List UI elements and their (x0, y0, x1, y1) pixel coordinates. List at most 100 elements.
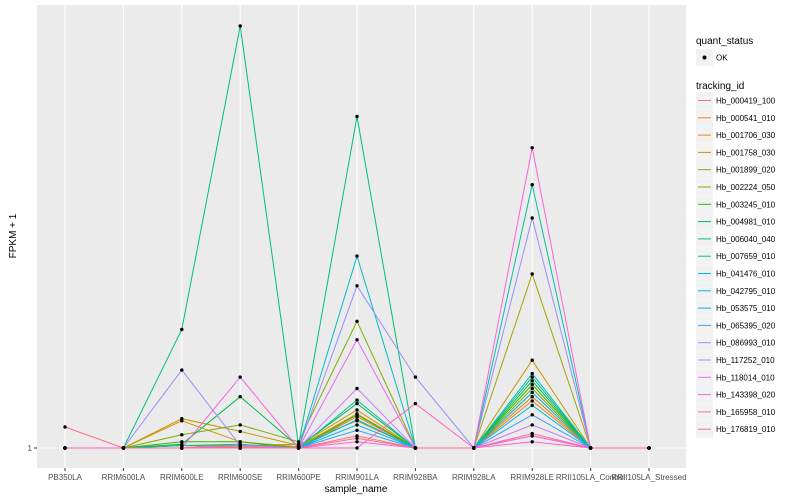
data-point-Hb_001758_030 (180, 417, 184, 421)
data-point-Hb_176819_010 (647, 446, 651, 450)
data-point-Hb_003245_010 (180, 440, 184, 444)
data-point-Hb_176819_010 (296, 446, 301, 450)
legend-label-Hb_006040_040: Hb_006040_040 (716, 235, 776, 244)
legend-label-Hb_001899_020: Hb_001899_020 (716, 166, 776, 175)
data-point-Hb_165958_010 (530, 440, 534, 444)
data-point-Hb_176819_010 (121, 446, 126, 450)
panel-background (37, 5, 686, 468)
data-point-Hb_041476_010 (530, 371, 534, 376)
legend-label-Hb_007659_010: Hb_007659_010 (716, 252, 776, 261)
data-point-Hb_042795_010 (530, 403, 534, 408)
data-point-Hb_143398_020 (355, 440, 359, 444)
data-point-Hb_176819_010 (588, 446, 593, 450)
legend-label-Hb_053575_010: Hb_053575_010 (716, 304, 776, 313)
data-point-Hb_002224_050 (355, 319, 359, 323)
data-point-Hb_117252_010 (530, 423, 534, 427)
data-point-Hb_086993_010 (355, 284, 359, 288)
data-point-Hb_165958_010 (355, 446, 359, 450)
data-point-Hb_086993_010 (413, 375, 418, 379)
legend-label-Hb_165958_010: Hb_165958_010 (716, 408, 776, 417)
data-point-Hb_007659_010 (180, 443, 184, 448)
legend-label-Hb_041476_010: Hb_041476_010 (716, 270, 776, 279)
data-point-Hb_041476_010 (355, 254, 359, 258)
data-point-Hb_004981_010 (238, 395, 242, 399)
data-point-Hb_007659_010 (530, 183, 534, 187)
data-point-Hb_118014_010 (238, 443, 242, 448)
data-point-Hb_176819_010 (238, 446, 242, 450)
data-point-Hb_117252_010 (355, 386, 359, 391)
legend-label-Hb_000541_010: Hb_000541_010 (716, 114, 776, 123)
data-point-Hb_176819_010 (180, 446, 184, 450)
data-point-Hb_143398_020 (238, 375, 242, 379)
data-point-Hb_176819_010 (472, 446, 476, 450)
data-point-Hb_176819_010 (355, 436, 359, 440)
data-point-Hb_004981_010 (355, 401, 359, 406)
data-point-Hb_053575_010 (355, 418, 359, 422)
legend-label-Hb_065395_020: Hb_065395_020 (716, 321, 776, 330)
data-point-Hb_003245_010 (355, 413, 359, 417)
data-point-Hb_001706_030 (530, 395, 534, 399)
x-tick-label: RRIM928BA (393, 473, 438, 482)
data-point-Hb_004981_010 (530, 379, 534, 383)
data-point-Hb_006040_040 (180, 327, 184, 332)
legend: quant_status OK tracking_id Hb_000419_10… (696, 36, 776, 438)
y-tick-label: 1 (28, 444, 33, 453)
data-point-Hb_001758_030 (238, 429, 242, 434)
legend-label-Hb_176819_010: Hb_176819_010 (716, 425, 776, 434)
y-axis-title: FPKM + 1 (8, 213, 19, 258)
data-point-Hb_002224_050 (296, 440, 301, 444)
x-tick-label: RRIM928LA (452, 473, 496, 482)
x-tick-label: RRIM600PE (276, 473, 320, 482)
x-tick-label: RRIM600LA (102, 473, 146, 482)
legend-label-Hb_002224_050: Hb_002224_050 (716, 183, 776, 192)
data-point-Hb_143398_020 (530, 146, 534, 150)
data-point-Hb_006040_040 (355, 114, 359, 119)
data-point-Hb_007659_010 (355, 398, 359, 402)
x-axis-title: sample_name (325, 484, 388, 495)
data-point-Hb_086993_010 (530, 216, 534, 220)
x-tick-label: RRIM600LE (160, 473, 204, 482)
legend-label-Hb_042795_010: Hb_042795_010 (716, 287, 776, 296)
legend-label-Hb_001758_030: Hb_001758_030 (716, 148, 776, 157)
data-point-Hb_176819_010 (63, 425, 67, 429)
legend-label-Hb_000419_100: Hb_000419_100 (716, 97, 776, 106)
data-point-Hb_002224_050 (180, 433, 184, 437)
x-tick-label: RRIM928LE (510, 473, 554, 482)
data-point-Hb_042795_010 (355, 423, 359, 427)
data-point-Hb_002224_050 (238, 423, 242, 427)
x-tick-label: RRII105LA_Stressed (611, 473, 686, 482)
data-point-Hb_165958_010 (413, 401, 418, 406)
data-point-Hb_003245_010 (530, 382, 534, 387)
x-tick-label: RRIM600SE (218, 473, 262, 482)
data-point-Hb_176819_010 (530, 431, 534, 436)
data-point-Hb_006040_040 (238, 24, 242, 28)
data-point-Hb_006040_040 (296, 443, 301, 448)
legend-label-Hb_086993_010: Hb_086993_010 (716, 339, 776, 348)
data-point-Hb_165958_010 (63, 446, 67, 450)
data-point-Hb_001899_020 (530, 272, 534, 276)
legend-label-Hb_118014_010: Hb_118014_010 (716, 373, 775, 382)
data-point-Hb_000541_010 (530, 399, 534, 403)
data-point-Hb_000419_100 (355, 434, 359, 438)
legend-label-ok: OK (716, 54, 728, 63)
data-point-Hb_086993_010 (180, 368, 184, 372)
data-point-Hb_053575_010 (530, 390, 534, 395)
data-point-Hb_065395_020 (530, 413, 534, 417)
legend-title-quant-status: quant_status (696, 36, 753, 47)
x-tick-label: RRIM901LA (335, 473, 379, 482)
data-point-Hb_176819_010 (413, 446, 418, 450)
data-point-Hb_006040_040 (530, 375, 534, 379)
data-point-Hb_002224_050 (530, 386, 534, 391)
legend-label-Hb_001706_030: Hb_001706_030 (716, 131, 776, 140)
legend-label-Hb_003245_010: Hb_003245_010 (716, 200, 776, 209)
legend-ok-point-icon (702, 55, 707, 60)
legend-series-items: Hb_000419_100 Hb_000541_010 Hb_001706_030 H… (696, 92, 776, 438)
data-point-Hb_001758_030 (530, 358, 534, 362)
legend-title-tracking-id: tracking_id (696, 81, 744, 92)
legend-label-Hb_004981_010: Hb_004981_010 (716, 218, 776, 227)
data-point-Hb_065395_020 (355, 428, 359, 432)
x-tick-label: RRII105LA_Control (556, 473, 626, 482)
data-point-Hb_118014_010 (355, 338, 359, 342)
legend-label-Hb_143398_020: Hb_143398_020 (716, 391, 776, 400)
